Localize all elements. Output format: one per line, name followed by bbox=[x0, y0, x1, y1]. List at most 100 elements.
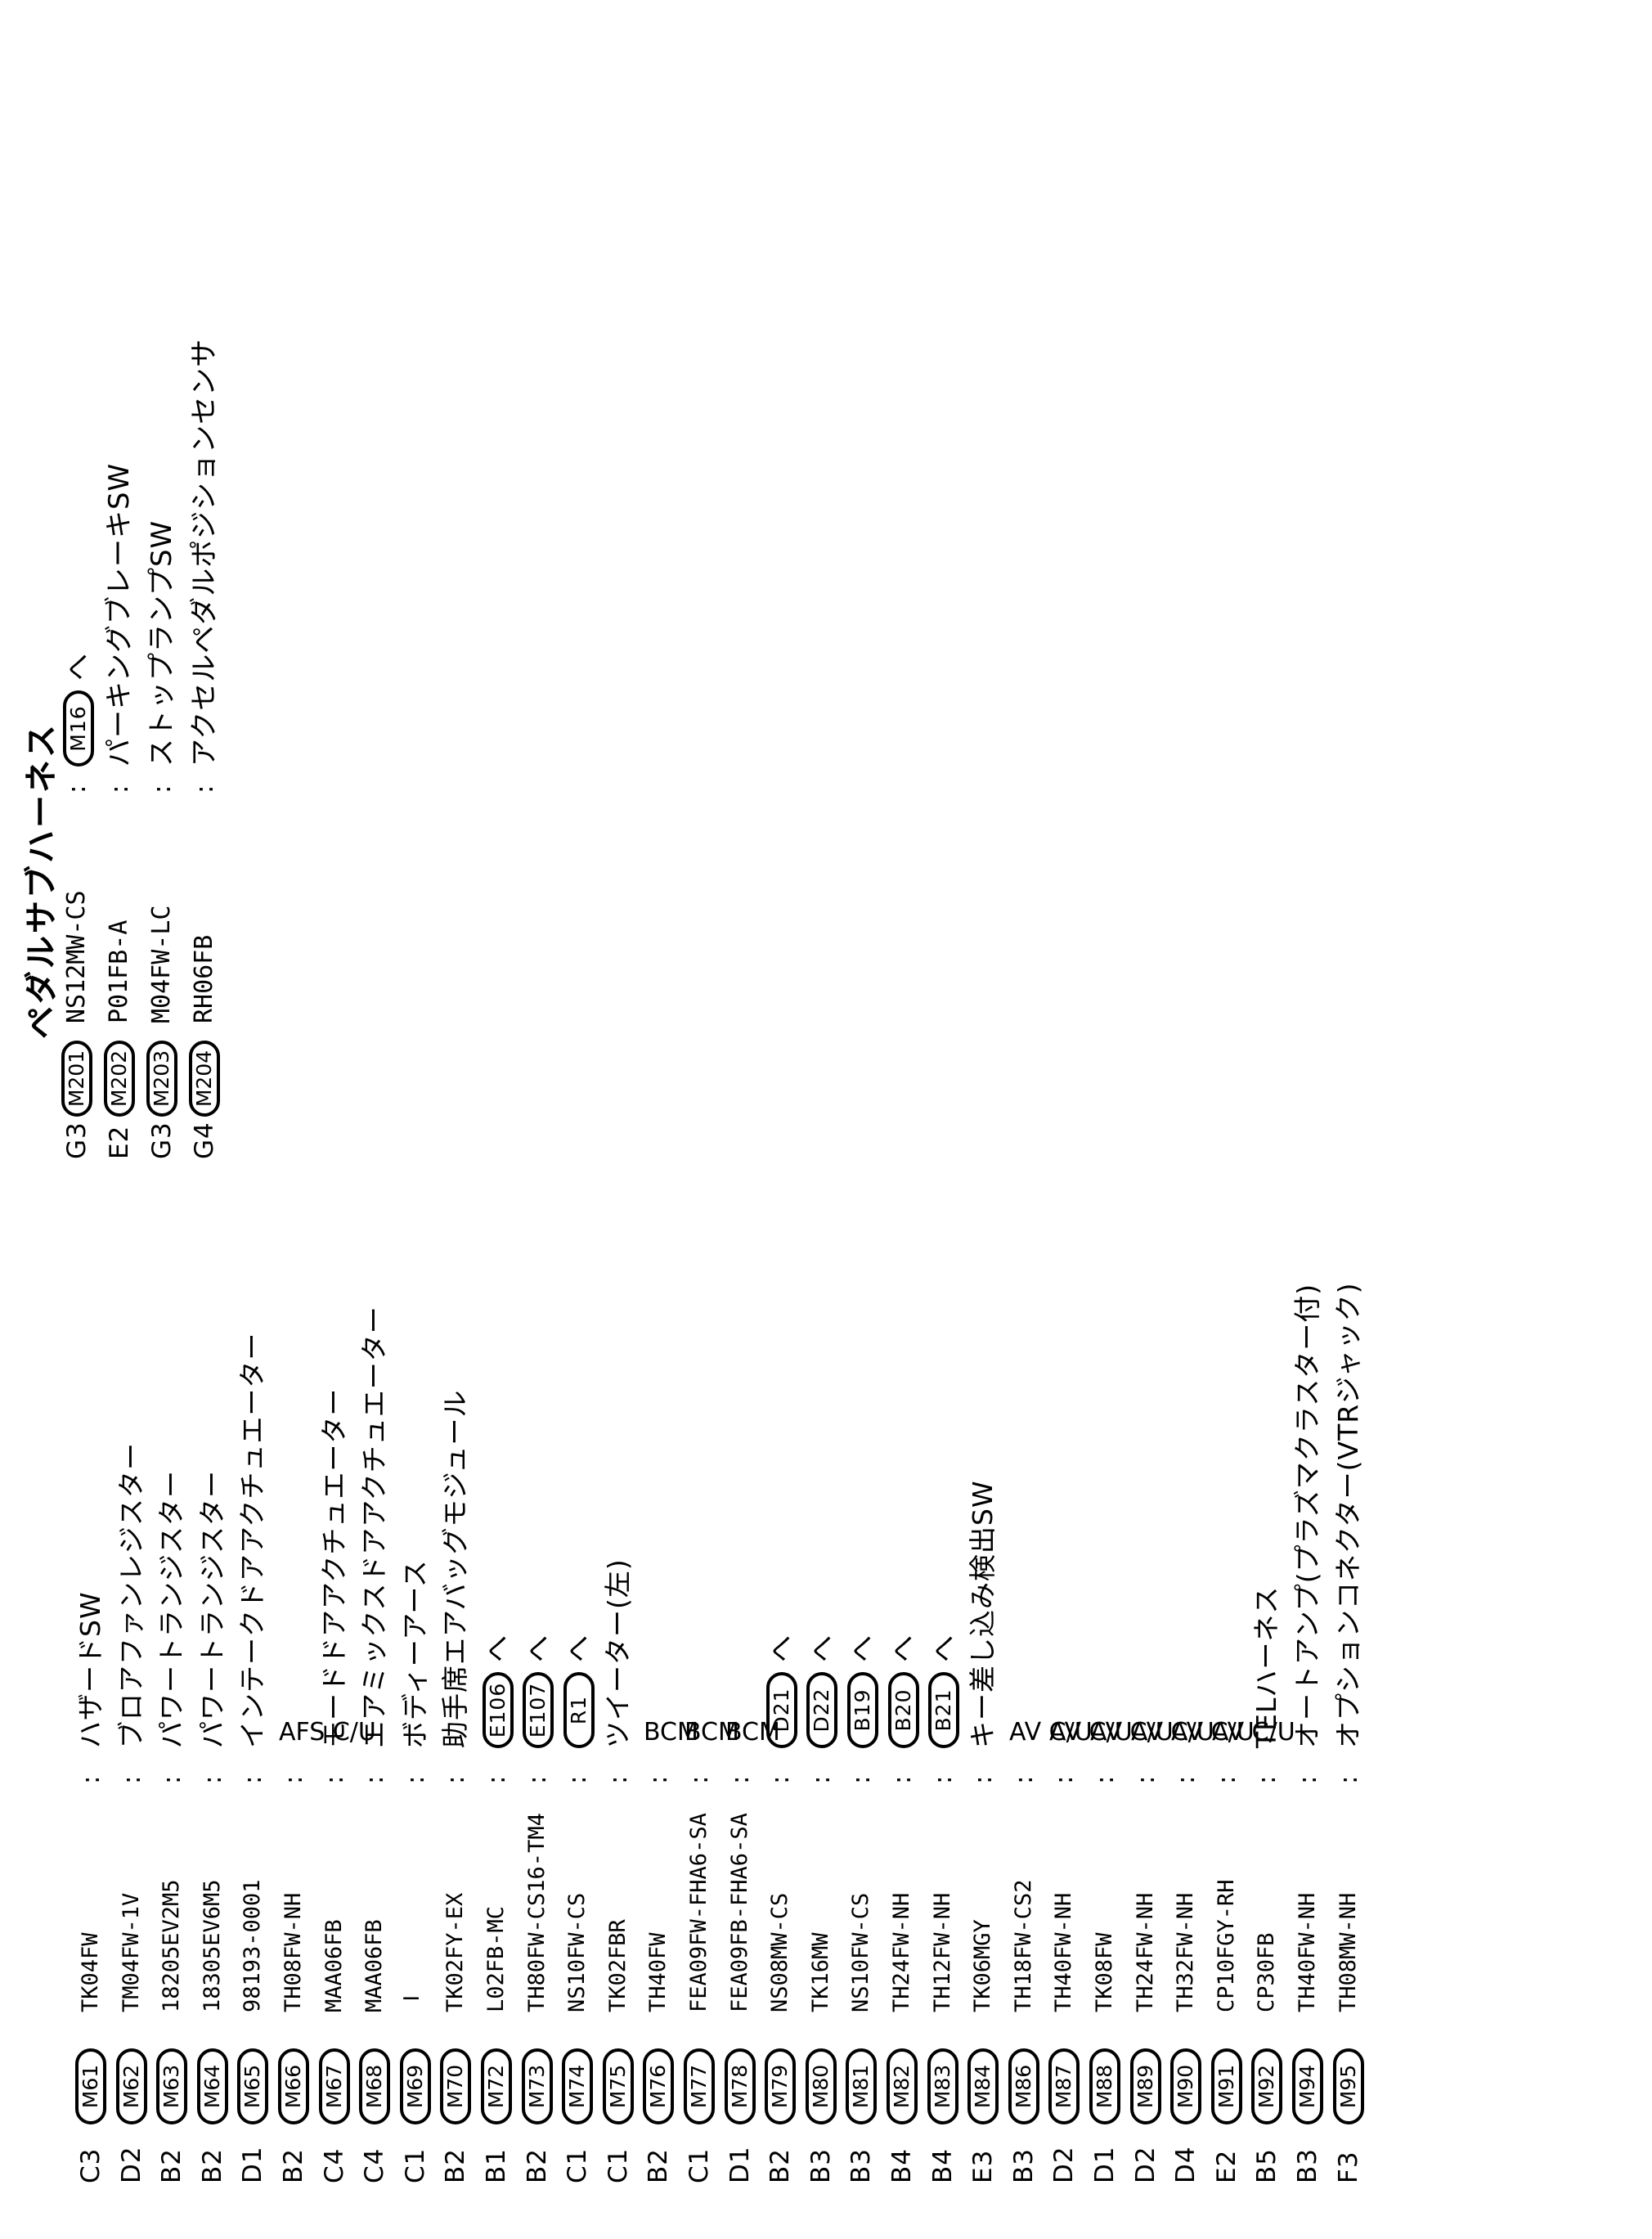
destination-link: R1 へ bbox=[557, 1634, 598, 1748]
destination-link: D22 へ bbox=[801, 1634, 842, 1748]
grid-reference: B2 bbox=[644, 2148, 674, 2183]
connector-row: C1 M77 FEA09FW-FHA6-SA: BCM bbox=[679, 0, 739, 2239]
separator-colon: : bbox=[927, 1775, 958, 1784]
connector-id-oval: M81 bbox=[846, 2048, 878, 2124]
connector-row: B3 M80 TK16MW: D22 へ bbox=[801, 0, 842, 2239]
separator-colon: : bbox=[62, 785, 92, 794]
grid-reference: G3 bbox=[147, 1122, 177, 1159]
grid-reference: G4 bbox=[190, 1122, 219, 1159]
connector-id-oval: M95 bbox=[1332, 2048, 1364, 2124]
grid-reference: B2 bbox=[765, 2148, 796, 2183]
connector-id-oval: M88 bbox=[1089, 2048, 1120, 2124]
link-suffix: へ bbox=[846, 1634, 878, 1662]
separator-colon: : bbox=[319, 1775, 349, 1784]
connector-id: M86 bbox=[1011, 2064, 1035, 2109]
part-number: TH12FW-NH bbox=[929, 1892, 955, 2012]
connector-id-oval: M68 bbox=[359, 2048, 391, 2124]
part-number: CP10FGY-RH bbox=[1213, 1879, 1239, 2012]
separator-colon: : bbox=[360, 1775, 390, 1784]
pedal-subharness-title: ペダルサブハーネス bbox=[23, 722, 61, 1039]
separator-colon: : bbox=[1211, 1775, 1241, 1784]
link-connector-oval: R1 bbox=[563, 1672, 595, 1748]
connector-row: E2 M91 CP10FGY-RH: AV C/U bbox=[1206, 0, 1295, 2239]
connector-row: B3 M81 NS10FW-CS: B19 へ bbox=[841, 0, 882, 2239]
part-number: 98193-0001 bbox=[240, 1879, 266, 2012]
connector-id-oval: M90 bbox=[1170, 2048, 1202, 2124]
part-number: − bbox=[400, 1984, 421, 2012]
link-connector-oval: E106 bbox=[482, 1672, 514, 1748]
part-number: TK02FBR bbox=[604, 1919, 631, 2012]
connector-id-oval: M80 bbox=[805, 2048, 837, 2124]
part-number: TK16MW bbox=[807, 1932, 833, 2012]
connector-id-oval: M67 bbox=[318, 2048, 350, 2124]
connector-id: M69 bbox=[402, 2064, 427, 2109]
link-connector-oval: B20 bbox=[887, 1672, 919, 1748]
connector-id-oval: M86 bbox=[1008, 2048, 1039, 2124]
link-connector-id: B20 bbox=[891, 1688, 915, 1732]
connector-id: M83 bbox=[930, 2064, 954, 2109]
separator-colon: : bbox=[279, 1775, 308, 1784]
description: エアミックスドアアクチュエーター bbox=[358, 1306, 391, 1748]
connector-id: M92 bbox=[1255, 2064, 1279, 2109]
grid-reference: C1 bbox=[400, 2147, 430, 2183]
connector-row: F3 M95 TH08MW-NH: オプションコネクター(VTRジャック) bbox=[1328, 0, 1369, 2239]
part-number: MAA06FB bbox=[361, 1919, 388, 2012]
connector-row: C4 M67 MAA06FB: モードドアアクチュエーター bbox=[314, 0, 355, 2239]
connector-id: M202 bbox=[107, 1050, 131, 1108]
connector-id: M91 bbox=[1214, 2064, 1238, 2109]
connector-id-oval: M83 bbox=[927, 2048, 958, 2124]
destination-link: B19 へ bbox=[841, 1634, 882, 1748]
separator-colon: : bbox=[1333, 1775, 1363, 1784]
connector-id-oval: M201 bbox=[61, 1041, 92, 1117]
part-number: TH24FW-NH bbox=[889, 1892, 914, 2012]
description: パーキングブレーキSW bbox=[103, 462, 136, 767]
link-connector-id: D22 bbox=[810, 1688, 834, 1733]
separator-colon: : bbox=[846, 1775, 877, 1784]
connector-row: B2 M73 TH80FW-CS16-TM4: E107 へ bbox=[517, 0, 558, 2239]
connector-row: C1 M69 −: ボディーアース bbox=[395, 0, 436, 2239]
connector-id-oval: M82 bbox=[887, 2048, 918, 2124]
separator-colon: : bbox=[238, 1775, 268, 1784]
link-connector-oval: D22 bbox=[806, 1672, 838, 1748]
link-connector-id: B19 bbox=[850, 1688, 874, 1732]
connector-id-oval: M75 bbox=[602, 2048, 634, 2124]
destination-link: E107 へ bbox=[517, 1634, 558, 1748]
grid-reference: B2 bbox=[279, 2148, 308, 2183]
connector-id: M80 bbox=[808, 2064, 833, 2109]
part-number: L02FB-MC bbox=[483, 1905, 509, 2012]
link-suffix: へ bbox=[61, 653, 94, 681]
connector-row: C4 M68 MAA06FB: エアミックスドアアクチュエーター bbox=[354, 0, 395, 2239]
grid-reference: C1 bbox=[685, 2147, 714, 2183]
separator-colon: : bbox=[400, 1775, 430, 1784]
connector-id-oval: M204 bbox=[189, 1041, 220, 1117]
connector-id-oval: M76 bbox=[643, 2048, 675, 2124]
connector-row: C1 M75 TK02FBR: ツイーター(左) bbox=[598, 0, 639, 2239]
connector-id: M72 bbox=[484, 2064, 508, 2109]
connector-id-oval: M70 bbox=[440, 2048, 472, 2124]
part-number: TH40FW-NH bbox=[1295, 1892, 1320, 2012]
grid-reference: B2 bbox=[441, 2148, 471, 2183]
connector-id-oval: M72 bbox=[481, 2048, 512, 2124]
connector-id: M75 bbox=[605, 2064, 630, 2109]
grid-reference: E3 bbox=[968, 2149, 999, 2183]
grid-reference: F3 bbox=[1333, 2151, 1363, 2183]
part-number: RH06FB bbox=[190, 934, 218, 1023]
separator-colon: : bbox=[725, 1775, 755, 1784]
part-number: TH24FW-NH bbox=[1132, 1892, 1158, 2012]
description: ボディーアース bbox=[398, 1559, 431, 1748]
connector-id: M82 bbox=[890, 2064, 914, 2109]
connector-id-oval: M92 bbox=[1251, 2048, 1283, 2124]
connector-id: M94 bbox=[1295, 2064, 1319, 2109]
connector-id-oval: M77 bbox=[684, 2048, 715, 2124]
connector-id: M87 bbox=[1052, 2064, 1076, 2109]
connector-id-oval: M89 bbox=[1129, 2048, 1161, 2124]
grid-reference: C4 bbox=[360, 2147, 390, 2183]
part-number: TH40FW-NH bbox=[1051, 1892, 1077, 2012]
part-number: FEA09FW-FHA6-SA bbox=[686, 1813, 712, 2012]
connector-id: M89 bbox=[1133, 2064, 1157, 2109]
grid-reference: B1 bbox=[482, 2148, 511, 2183]
part-number: TH32FW-NH bbox=[1173, 1892, 1199, 2012]
description: オプションコネクター(VTRジャック) bbox=[1331, 1282, 1364, 1748]
separator-colon: : bbox=[765, 1775, 796, 1784]
